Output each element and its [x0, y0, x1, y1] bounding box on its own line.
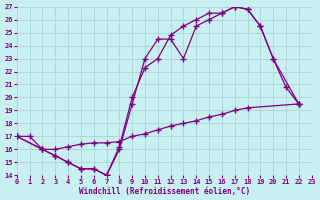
X-axis label: Windchill (Refroidissement éolien,°C): Windchill (Refroidissement éolien,°C)	[79, 187, 250, 196]
